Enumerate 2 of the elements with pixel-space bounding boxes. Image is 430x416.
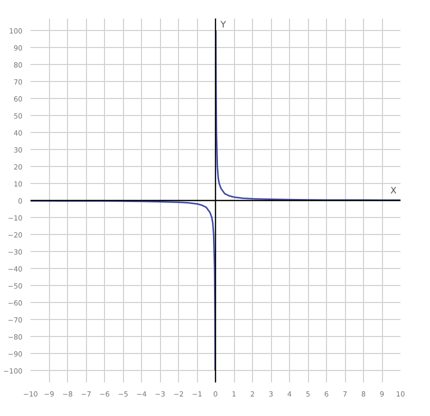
y-axis-title: Y <box>220 20 226 30</box>
x-axis-title: X <box>390 186 397 196</box>
